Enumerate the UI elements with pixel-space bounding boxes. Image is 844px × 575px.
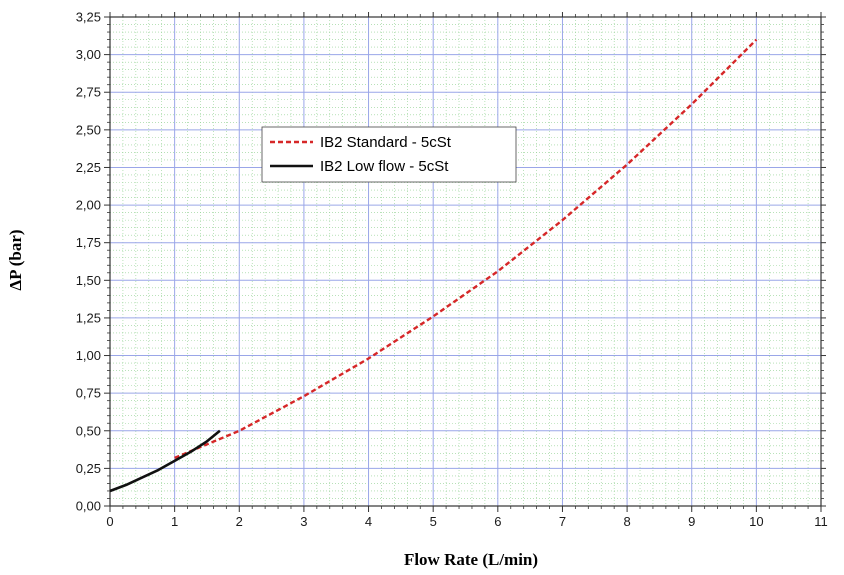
- y-tick-label: 0,75: [76, 386, 101, 401]
- grid: [110, 17, 821, 506]
- y-tick-label: 2,50: [76, 122, 101, 137]
- x-tick-label: 11: [814, 514, 828, 529]
- y-tick-label: 2,00: [76, 198, 101, 213]
- y-tick-label: 3,25: [76, 10, 101, 25]
- legend-box: [261, 126, 517, 183]
- series-line-low-flow: [109, 429, 221, 493]
- series-line-standard: [174, 38, 758, 460]
- legend: IB2 Standard - 5cSt IB2 Low flow - 5cSt: [261, 126, 517, 183]
- series-lines: [109, 38, 758, 493]
- y-tick-label: 0,50: [76, 423, 101, 438]
- plot-area-frame: [109, 16, 822, 507]
- x-tick-label: 5: [430, 514, 437, 529]
- y-tick-label: 1,25: [76, 310, 101, 325]
- x-tick-label: 1: [171, 514, 178, 529]
- x-axis-title: Flow Rate (L/min): [404, 550, 538, 569]
- y-tick-label: 1,50: [76, 273, 101, 288]
- x-tick-label: 6: [494, 514, 501, 529]
- x-tick-label: 3: [300, 514, 307, 529]
- tick-labels: 0 1 2 3 4 5 6 7 8 9 10 11 0,00 0,25 0,50 0,75 1,00 1,25 1,…: [76, 10, 828, 530]
- y-axis-title: ΔP (bar): [6, 229, 25, 290]
- x-tick-label: 0: [106, 514, 113, 529]
- x-tick-label: 2: [236, 514, 243, 529]
- y-tick-label: 1,75: [76, 235, 101, 250]
- x-tick-label: 10: [749, 514, 763, 529]
- y-tick-label: 1,00: [76, 348, 101, 363]
- y-tick-label: 2,25: [76, 160, 101, 175]
- x-tick-label: 8: [623, 514, 630, 529]
- x-tick-label: 7: [559, 514, 566, 529]
- x-tick-label: 4: [365, 514, 372, 529]
- y-tick-label: 0,25: [76, 461, 101, 476]
- legend-label-standard: IB2 Standard - 5cSt: [320, 134, 452, 151]
- y-tick-label: 0,00: [76, 499, 101, 514]
- y-tick-label: 2,75: [76, 85, 101, 100]
- x-tick-label: 9: [688, 514, 695, 529]
- legend-label-low-flow: IB2 Low flow - 5cSt: [320, 158, 449, 175]
- axis-ticks: [104, 12, 826, 512]
- y-tick-label: 3,00: [76, 47, 101, 62]
